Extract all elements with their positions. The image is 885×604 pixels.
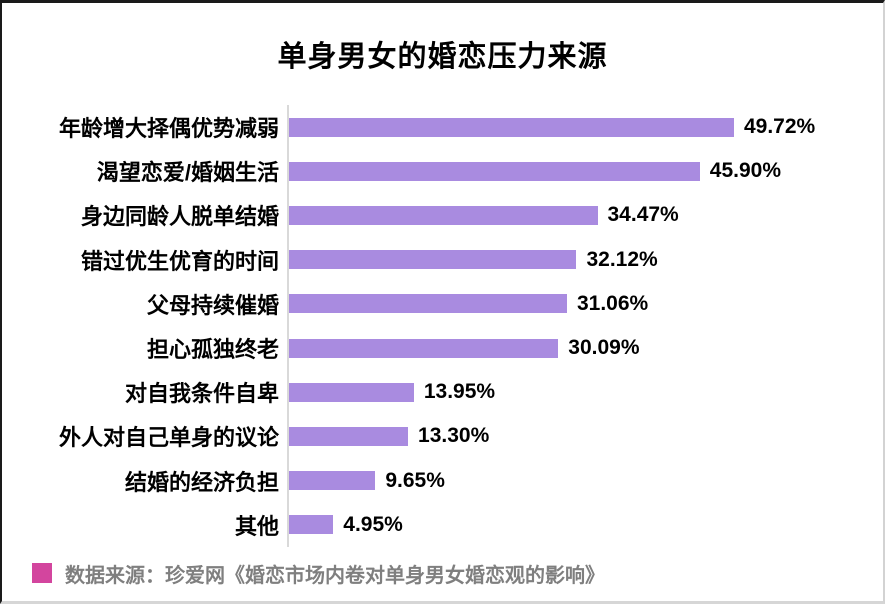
bar-track: 13.95% [287, 370, 873, 415]
bar [289, 250, 577, 270]
bar [289, 161, 700, 181]
value-label: 30.09% [568, 336, 640, 360]
value-label: 32.12% [586, 247, 658, 271]
bar [289, 338, 559, 358]
category-label: 外人对自己单身的议论 [58, 425, 279, 451]
bar-track: 45.90% [287, 149, 873, 194]
category-label: 错过优生优育的时间 [80, 248, 279, 274]
chart-title: 单身男女的婚恋压力来源 [277, 41, 608, 73]
bar-row: 外人对自己单身的议论 13.30% [27, 414, 873, 459]
bar-row: 渴望恋爱/婚姻生活 45.90% [27, 149, 873, 194]
bar [289, 205, 598, 225]
category-label: 年龄增大择偶优势减弱 [58, 116, 279, 142]
bar-row: 担心孤独终老 30.09% [27, 325, 873, 371]
bar-row: 其他 4.95% [27, 502, 873, 547]
bar [289, 294, 567, 314]
bar-chart: 年龄增大择偶优势减弱 49.72% 渴望恋爱/婚姻生活 45.90% 身边同龄人… [27, 105, 873, 547]
bar-row: 错过优生优育的时间 32.12% [27, 237, 873, 282]
value-label: 31.06% [576, 291, 649, 315]
value-label: 9.65% [385, 468, 445, 492]
bar [289, 382, 414, 402]
bar-track: 34.47% [287, 193, 873, 238]
bar-track: 49.72% [287, 105, 873, 150]
category-label: 身边同龄人脱单结婚 [80, 204, 279, 230]
bar-row: 父母持续催婚 31.06% [27, 281, 873, 326]
source-text: 数据来源：珍爱网《婚恋市场内卷对单身男女婚恋观的影响》 [65, 564, 605, 587]
category-label: 对自我条件自卑 [124, 381, 279, 407]
bar-track: 31.06% [287, 281, 873, 326]
bar [289, 515, 334, 535]
bar-track: 30.09% [287, 325, 873, 371]
bar-track: 9.65% [287, 458, 873, 503]
value-label: 13.95% [423, 380, 496, 404]
value-label: 45.90% [709, 159, 782, 183]
bar [289, 117, 734, 137]
bar-row: 年龄增大择偶优势减弱 49.72% [27, 105, 873, 150]
category-label: 其他 [234, 513, 279, 539]
bar-track: 32.12% [287, 237, 873, 282]
value-label: 4.95% [343, 512, 403, 536]
category-label: 父母持续催婚 [146, 292, 279, 318]
value-label: 49.72% [743, 115, 816, 139]
value-label: 34.47% [607, 203, 679, 227]
bar [289, 426, 409, 446]
category-label: 担心孤独终老 [146, 337, 279, 363]
bar-row: 身边同龄人脱单结婚 34.47% [27, 193, 873, 238]
legend-swatch-icon [32, 563, 52, 584]
bar-track: 13.30% [287, 414, 873, 459]
bar-row: 对自我条件自卑 13.95% [27, 370, 873, 415]
bar [289, 471, 376, 491]
category-label: 结婚的经济负担 [124, 469, 279, 495]
bar-row: 结婚的经济负担 9.65% [27, 458, 873, 503]
value-label: 13.30% [418, 424, 490, 448]
source-note: 数据来源：珍爱网《婚恋市场内卷对单身男女婚恋观的影响》 [32, 559, 883, 588]
category-label: 渴望恋爱/婚姻生活 [96, 160, 279, 186]
bar-track: 4.95% [287, 502, 873, 547]
